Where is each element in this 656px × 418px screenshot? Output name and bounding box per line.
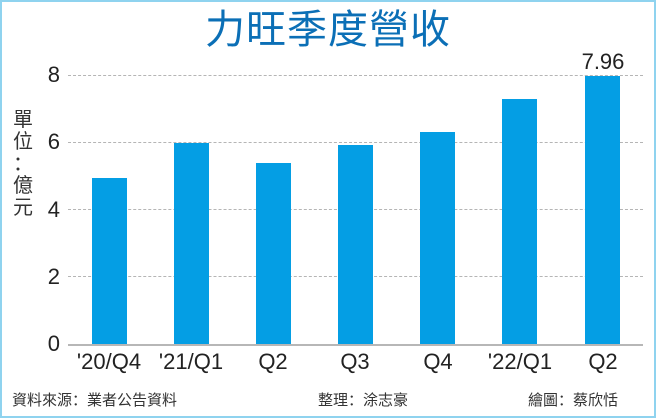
bar: [338, 144, 373, 344]
footer-compiled-by: 整理：涂志豪: [318, 391, 409, 409]
y-tick-2: 2: [47, 264, 60, 289]
y-tick-0: 0: [47, 331, 60, 356]
footer-source: 資料來源：業者公告資料: [12, 391, 178, 409]
x-label: '21/Q1: [158, 349, 224, 374]
y-tick-4: 4: [47, 197, 60, 222]
y-axis-unit-label: 單 位 ： 億 元: [12, 108, 34, 218]
unit-char: ：: [13, 151, 33, 175]
x-label: '20/Q4: [76, 349, 142, 374]
bar: [174, 142, 209, 344]
gridline-6: [68, 142, 643, 143]
x-label: Q3: [340, 349, 370, 374]
x-label: Q2: [588, 349, 618, 374]
bar: [92, 177, 127, 344]
chart-title: 力旺季度營收: [205, 7, 451, 53]
y-tick-6: 6: [47, 129, 60, 154]
bar: [256, 162, 291, 344]
x-label: Q4: [423, 349, 453, 374]
unit-char: 元: [13, 195, 33, 219]
bar: [502, 98, 537, 344]
y-tick-8: 8: [47, 62, 60, 87]
x-label: '22/Q1: [487, 349, 553, 374]
x-label: Q2: [258, 349, 288, 374]
data-label-last: 7.96: [581, 49, 625, 74]
gridline-8: [68, 75, 643, 76]
unit-char: 位: [13, 129, 33, 153]
unit-char: 億: [13, 173, 33, 197]
x-axis-baseline: [68, 344, 643, 346]
bar: [585, 76, 620, 344]
footer-graphic-by: 繪圖：蔡欣恬: [528, 391, 619, 409]
bar: [420, 131, 455, 344]
unit-char: 單: [13, 107, 33, 131]
